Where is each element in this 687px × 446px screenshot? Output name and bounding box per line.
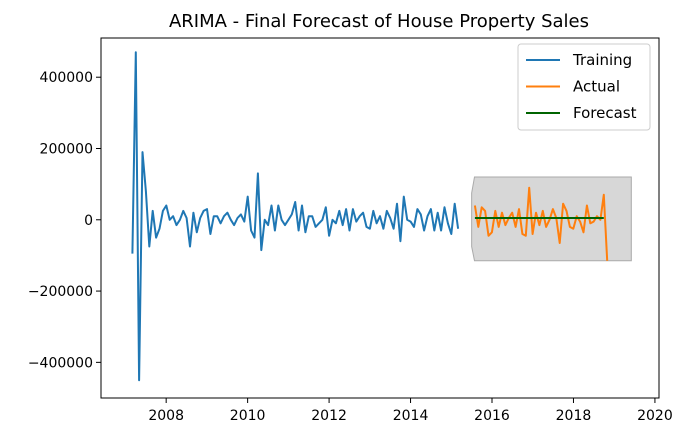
x-tick-label: 2020 (637, 408, 673, 424)
chart-title: ARIMA - Final Forecast of House Property… (169, 11, 589, 32)
legend-label: Forecast (573, 104, 637, 122)
y-tick-label: −400000 (28, 355, 93, 371)
x-tick-label: 2014 (393, 408, 429, 424)
y-tick-label: 400000 (40, 70, 93, 86)
legend-label: Actual (573, 78, 620, 96)
y-tick-label: 0 (84, 213, 93, 229)
x-tick-label: 2018 (556, 408, 592, 424)
x-tick-label: 2008 (148, 408, 184, 424)
x-tick-label: 2012 (311, 408, 347, 424)
legend-box (517, 43, 651, 131)
legend-label: Training (572, 51, 632, 69)
x-tick-label: 2016 (474, 408, 510, 424)
series-line-training (131, 51, 460, 382)
x-tick-label: 2010 (230, 408, 266, 424)
y-tick-label: −200000 (28, 284, 93, 300)
y-tick-label: 200000 (40, 141, 93, 157)
legend: Training Actual Forecast (517, 43, 651, 131)
plot-frame (100, 37, 660, 399)
